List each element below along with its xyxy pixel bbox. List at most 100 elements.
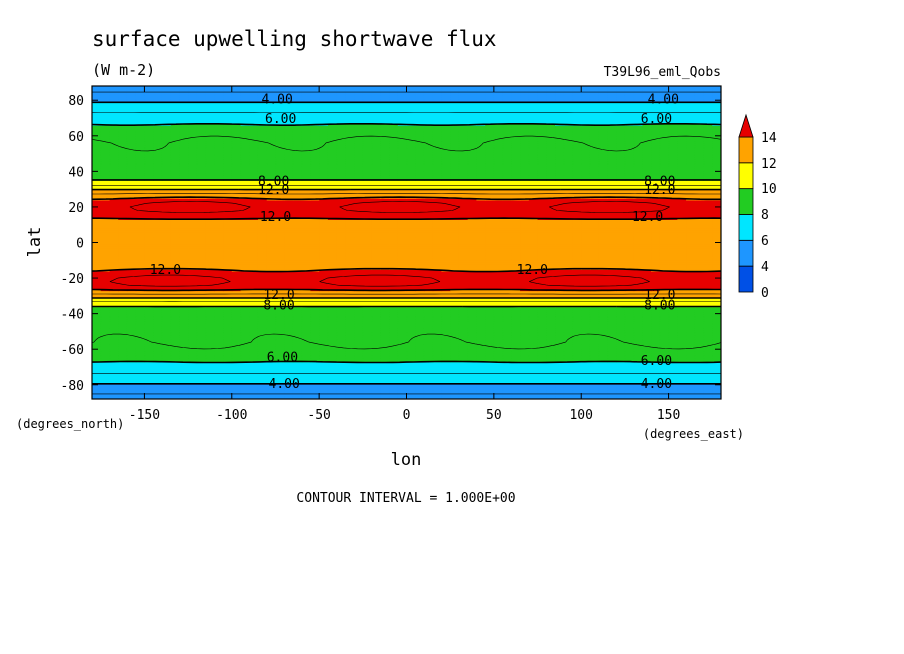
field-cell	[581, 363, 591, 366]
field-cell	[659, 395, 670, 398]
field-cell	[389, 324, 399, 327]
field-cell	[493, 354, 504, 357]
field-cell	[354, 370, 364, 373]
field-cell	[450, 333, 460, 336]
field-cell	[642, 381, 652, 384]
field-cell	[223, 377, 233, 381]
field-cell	[633, 329, 643, 333]
field-cell	[493, 393, 504, 397]
field-cell	[301, 395, 312, 398]
field-cell	[598, 352, 609, 356]
field-cell	[555, 370, 565, 373]
field-cell	[511, 329, 521, 333]
field-cell	[214, 356, 224, 359]
field-cell	[118, 374, 128, 377]
field-cell	[266, 366, 277, 370]
field-cell	[188, 374, 198, 377]
field-cell	[651, 342, 661, 345]
field-cell	[406, 342, 416, 345]
field-cell	[257, 333, 268, 336]
field-cell	[694, 334, 705, 338]
field-cell	[310, 331, 320, 334]
field-cell	[502, 397, 512, 399]
field-cell	[581, 347, 591, 350]
field-cell	[310, 347, 320, 350]
field-cell	[275, 374, 285, 377]
field-cell	[651, 388, 661, 391]
field-cell	[380, 327, 390, 331]
chart-units: (W m-2)	[92, 61, 155, 79]
field-cell	[651, 345, 661, 349]
field-cell	[380, 329, 390, 333]
field-cell	[223, 347, 233, 350]
field-cell	[170, 350, 180, 354]
field-cell	[642, 361, 652, 365]
field-cell	[493, 374, 504, 377]
field-cell	[450, 375, 460, 379]
field-cell	[223, 388, 233, 391]
field-cell	[205, 381, 215, 384]
field-cell	[423, 379, 434, 382]
field-cell	[572, 327, 582, 331]
field-cell	[686, 379, 696, 382]
field-cell	[310, 356, 320, 359]
field-cell	[188, 358, 198, 361]
field-cell	[694, 329, 705, 333]
field-cell	[144, 366, 154, 370]
field-cell	[616, 340, 626, 343]
field-cell	[607, 365, 617, 368]
field-cell	[214, 350, 224, 354]
field-cell	[100, 365, 111, 368]
field-cell	[170, 370, 180, 373]
field-cell	[397, 350, 408, 354]
field-cell	[275, 356, 285, 359]
field-cell	[633, 390, 643, 393]
field-cell	[249, 331, 259, 334]
field-cell	[589, 368, 600, 372]
field-cell	[397, 340, 408, 343]
field-cell	[336, 347, 346, 350]
field-cell	[144, 363, 154, 366]
field-cell	[633, 345, 643, 349]
field-cell	[537, 395, 547, 398]
field-cell	[616, 391, 626, 395]
field-cell	[336, 343, 346, 347]
field-cell	[476, 345, 486, 349]
field-cell	[450, 384, 460, 388]
field-cell	[450, 324, 460, 327]
field-cell	[118, 345, 128, 349]
field-cell	[485, 370, 495, 373]
field-cell	[694, 374, 705, 377]
field-cell	[249, 352, 259, 356]
field-cell	[214, 397, 224, 399]
field-cell	[205, 343, 215, 347]
field-cell	[415, 350, 425, 354]
field-cell	[153, 390, 163, 393]
field-cell	[467, 388, 477, 391]
field-cell	[240, 350, 250, 354]
field-cell	[555, 395, 565, 398]
field-cell	[240, 331, 250, 334]
field-cell	[257, 395, 268, 398]
field-cell	[371, 366, 381, 370]
field-cell	[703, 331, 713, 334]
field-cell	[161, 350, 172, 354]
field-cell	[92, 342, 102, 345]
field-cell	[231, 366, 242, 370]
field-cell	[476, 393, 486, 397]
field-cell	[633, 342, 643, 345]
field-cell	[109, 397, 119, 399]
field-cell	[371, 358, 381, 361]
field-cell	[231, 363, 242, 366]
field-cell	[275, 391, 285, 395]
field-cell	[292, 333, 303, 336]
field-cell	[694, 345, 705, 349]
field-cell	[589, 391, 600, 395]
field-cell	[572, 388, 582, 391]
field-cell	[397, 363, 408, 366]
field-cell	[161, 338, 172, 341]
field-cell	[686, 375, 696, 379]
field-cell	[257, 390, 268, 393]
field-cell	[188, 379, 198, 382]
field-cell	[126, 338, 137, 341]
